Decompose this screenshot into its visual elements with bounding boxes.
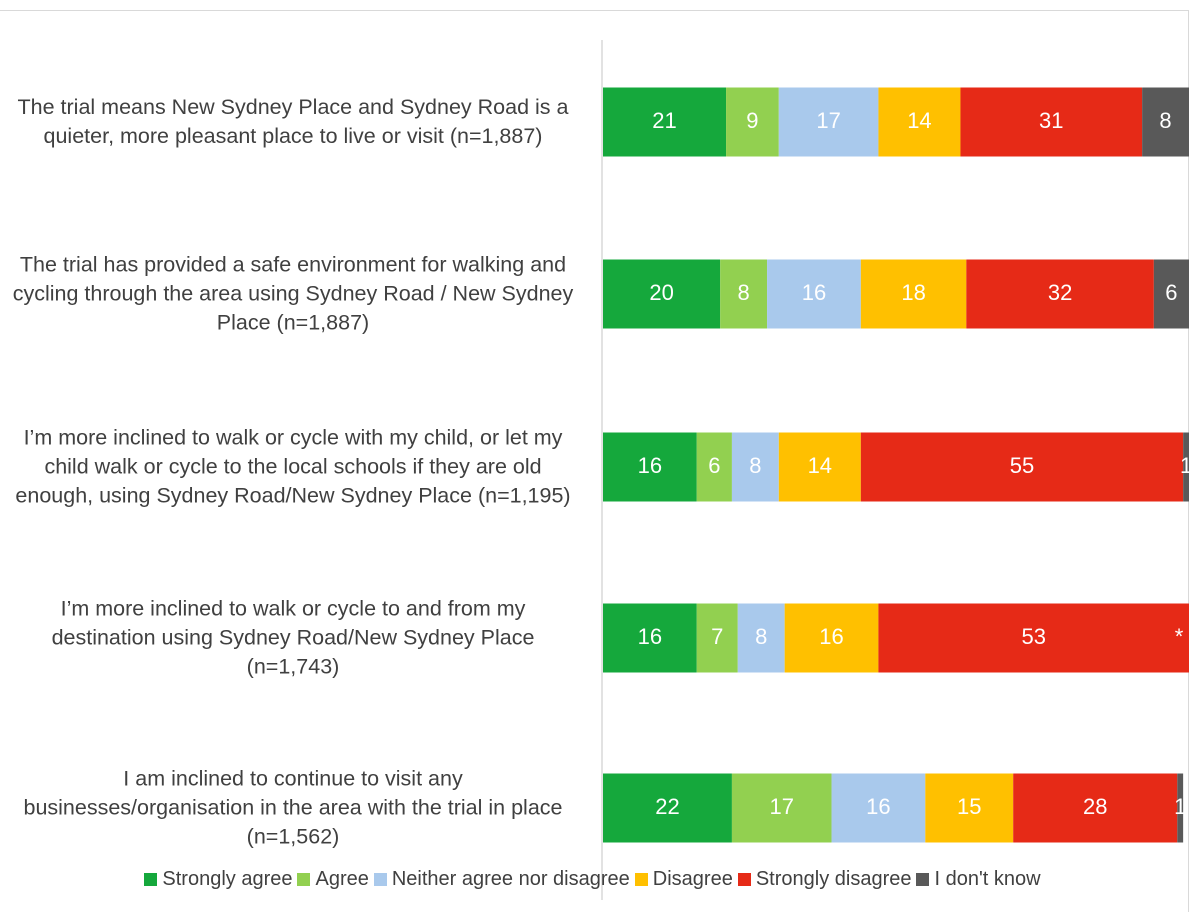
legend-label: I don't know xyxy=(934,868,1041,890)
data-label: 28 xyxy=(1083,794,1107,819)
bar-segment xyxy=(925,773,1014,843)
bar-segment xyxy=(731,773,832,843)
data-label: 18 xyxy=(901,280,925,305)
category-label: I’m more inclined to walk or cycle with … xyxy=(15,425,571,508)
data-label: 53 xyxy=(1021,624,1045,649)
data-label: 20 xyxy=(649,280,673,305)
data-label: 6 xyxy=(708,453,720,478)
legend-item: I don't know xyxy=(916,868,1041,891)
data-label: 31 xyxy=(1039,108,1063,133)
data-label: 8 xyxy=(1159,108,1171,133)
data-label: 32 xyxy=(1048,280,1072,305)
bar-segment xyxy=(1177,773,1184,843)
bar-segment xyxy=(767,259,861,329)
bar-segment xyxy=(784,603,879,673)
data-label: 1 xyxy=(1174,794,1186,819)
data-label: 8 xyxy=(749,453,761,478)
legend: Strongly agree Agree Neither agree nor dis… xyxy=(0,868,1190,891)
legend-label: Agree xyxy=(315,868,369,890)
data-label: 9 xyxy=(746,108,758,133)
bar-segment xyxy=(603,259,721,329)
category-label: I am inclined to continue to visit any b… xyxy=(23,766,563,849)
data-label: 21 xyxy=(652,108,676,133)
bar-segment xyxy=(960,87,1143,157)
data-label: 15 xyxy=(957,794,981,819)
bar-segment xyxy=(1013,773,1178,843)
data-label: 16 xyxy=(638,453,662,478)
data-label: 22 xyxy=(655,794,679,819)
bar-segment xyxy=(603,432,697,502)
bar-segment xyxy=(696,432,732,502)
data-label: 7 xyxy=(711,624,723,649)
legend-item: Agree xyxy=(297,868,369,891)
bar-segment xyxy=(1153,259,1189,329)
legend-item: Strongly agree xyxy=(144,868,292,891)
data-label: 55 xyxy=(1010,453,1034,478)
category-label: The trial means New Sydney Place and Syd… xyxy=(17,95,569,148)
bar-segment xyxy=(878,603,1189,673)
legend-swatch xyxy=(634,873,648,886)
bar-segment xyxy=(860,259,967,329)
bar-segment xyxy=(720,259,768,329)
data-label: 16 xyxy=(866,794,890,819)
bar-segment xyxy=(603,87,727,157)
legend-swatch xyxy=(144,873,158,886)
bar-segment xyxy=(1142,87,1189,157)
bar-segment xyxy=(726,87,779,157)
legend-swatch xyxy=(297,873,311,886)
legend-swatch xyxy=(737,873,751,886)
data-label: 6 xyxy=(1165,280,1177,305)
bar-segment xyxy=(696,603,738,673)
data-label: 1 xyxy=(1180,453,1190,478)
bar-segment xyxy=(603,603,697,673)
bar-segment xyxy=(878,87,961,157)
bar-segment xyxy=(966,259,1154,329)
legend-label: Neither agree nor disagree xyxy=(391,868,630,890)
legend-label: Strongly agree xyxy=(162,868,293,890)
bar-segment xyxy=(731,432,779,502)
data-label: 16 xyxy=(638,624,662,649)
bar-segment xyxy=(831,773,926,843)
data-label: 17 xyxy=(816,108,840,133)
legend-item: Disagree xyxy=(634,868,733,891)
legend-swatch xyxy=(373,873,387,886)
bar-segment xyxy=(1183,432,1189,502)
legend-label: Strongly disagree xyxy=(755,868,912,890)
bar-segment xyxy=(778,87,879,157)
data-label: 16 xyxy=(819,624,843,649)
data-label: * xyxy=(1175,624,1184,649)
legend-item: Neither agree nor disagree xyxy=(373,868,630,891)
bar-segment xyxy=(737,603,785,673)
bar-segment xyxy=(778,432,861,502)
data-label: 8 xyxy=(755,624,767,649)
data-label: 14 xyxy=(808,453,832,478)
legend-swatch xyxy=(916,873,930,886)
legend-item: Strongly disagree xyxy=(737,868,912,891)
category-label: The trial has provided a safe environmen… xyxy=(12,252,574,335)
data-label: 16 xyxy=(802,280,826,305)
bar-segment xyxy=(603,773,732,843)
data-label: 17 xyxy=(769,794,793,819)
bar-segment xyxy=(860,432,1184,502)
data-label: 8 xyxy=(738,280,750,305)
legend-label: Disagree xyxy=(652,868,733,890)
category-label: I’m more inclined to walk or cycle to an… xyxy=(51,596,535,679)
data-label: 14 xyxy=(907,108,931,133)
